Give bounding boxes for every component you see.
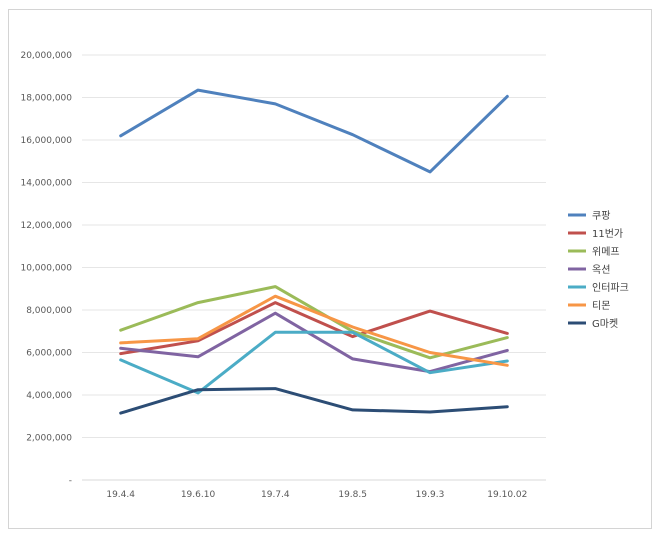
- legend-label: G마켓: [592, 318, 618, 330]
- y-tick-label: 6,000,000: [26, 349, 72, 359]
- y-tick-label: 12,000,000: [20, 221, 72, 231]
- chart-frame: [8, 9, 652, 529]
- y-tick-label: 20,000,000: [20, 51, 72, 61]
- y-tick-label: 10,000,000: [20, 264, 72, 274]
- series-line: [119, 294, 509, 367]
- legend-label: 티몬: [592, 300, 610, 312]
- legend-label: 위메프: [592, 245, 620, 258]
- series-line: [119, 311, 509, 374]
- series-line: [119, 301, 509, 356]
- x-tick-label: 19.9.3: [416, 490, 445, 500]
- legend-label: 쿠팡: [592, 210, 610, 222]
- legend-label: 인터파크: [592, 282, 629, 294]
- x-tick-label: 19.8.5: [338, 490, 367, 500]
- series-line: [119, 88, 509, 174]
- series-line: [119, 330, 509, 395]
- legend-label: 11번가: [592, 228, 623, 240]
- series-line: [119, 285, 509, 360]
- y-tick-label: 4,000,000: [26, 391, 72, 401]
- y-tick-label: 14,000,000: [20, 179, 72, 189]
- y-tick-label: 18,000,000: [20, 94, 72, 104]
- y-tick-label: 8,000,000: [26, 306, 72, 316]
- x-tick-label: 19.6.10: [181, 490, 216, 500]
- series-line: [119, 387, 509, 415]
- x-tick-label: 19.4.4: [106, 490, 135, 500]
- x-tick-label: 19.10.02: [487, 490, 527, 500]
- y-tick-label: 2,000,000: [26, 434, 72, 444]
- y-tick-label: -: [69, 476, 72, 486]
- x-tick-label: 19.7.4: [261, 490, 290, 500]
- y-tick-label: 16,000,000: [20, 136, 72, 146]
- legend-label: 옥션: [592, 264, 610, 276]
